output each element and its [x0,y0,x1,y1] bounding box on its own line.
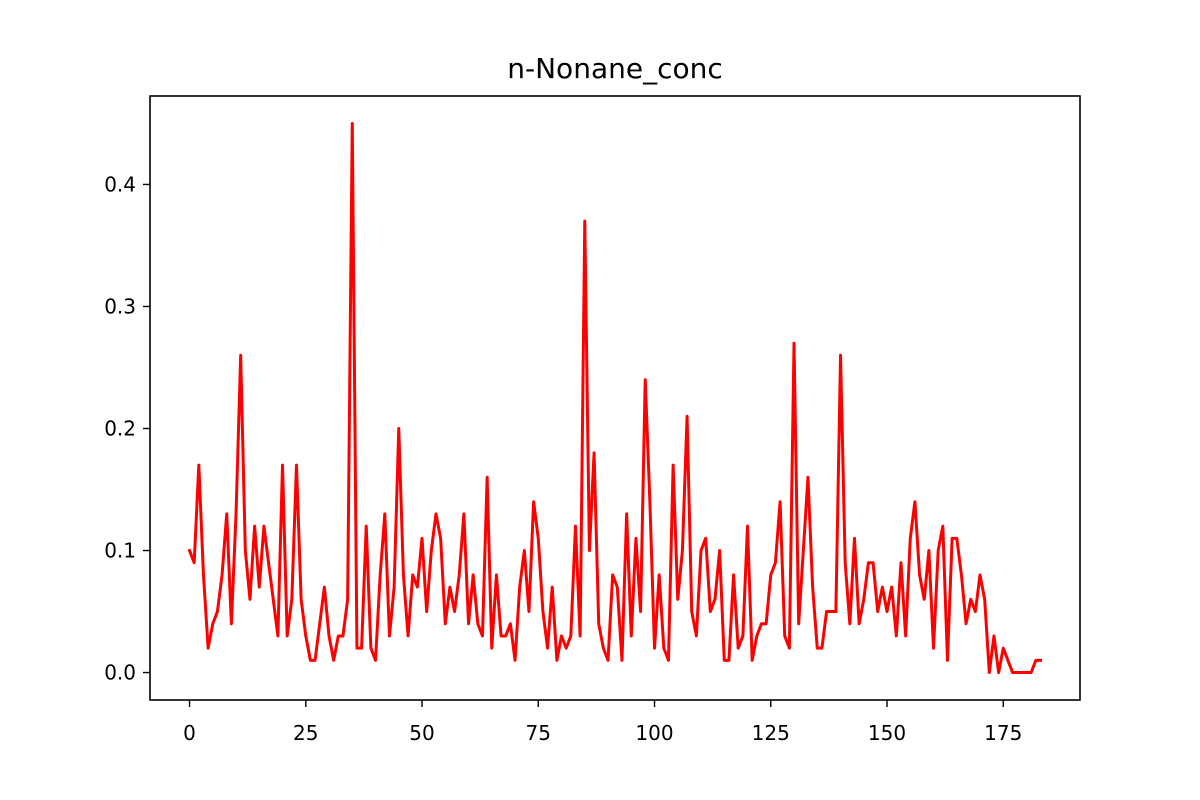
series-line [187,121,1042,675]
x-tick-label: 25 [293,721,318,745]
x-tick-label: 175 [984,721,1022,745]
x-tick-label: 100 [635,721,673,745]
y-tick-label: 0.0 [104,661,136,685]
y-tick-label: 0.3 [104,294,136,318]
x-tick-label: 0 [183,721,196,745]
y-tick-label: 0.4 [104,172,136,196]
x-tick-label: 150 [868,721,906,745]
chart-title: n-Nonane_conc [507,52,722,85]
y-tick-label: 0.2 [104,417,136,441]
x-tick-label: 75 [526,721,551,745]
plot-frame [149,95,1081,701]
x-tick-label: 125 [752,721,790,745]
y-tick-label: 0.1 [104,539,136,563]
x-tick-label: 50 [409,721,434,745]
